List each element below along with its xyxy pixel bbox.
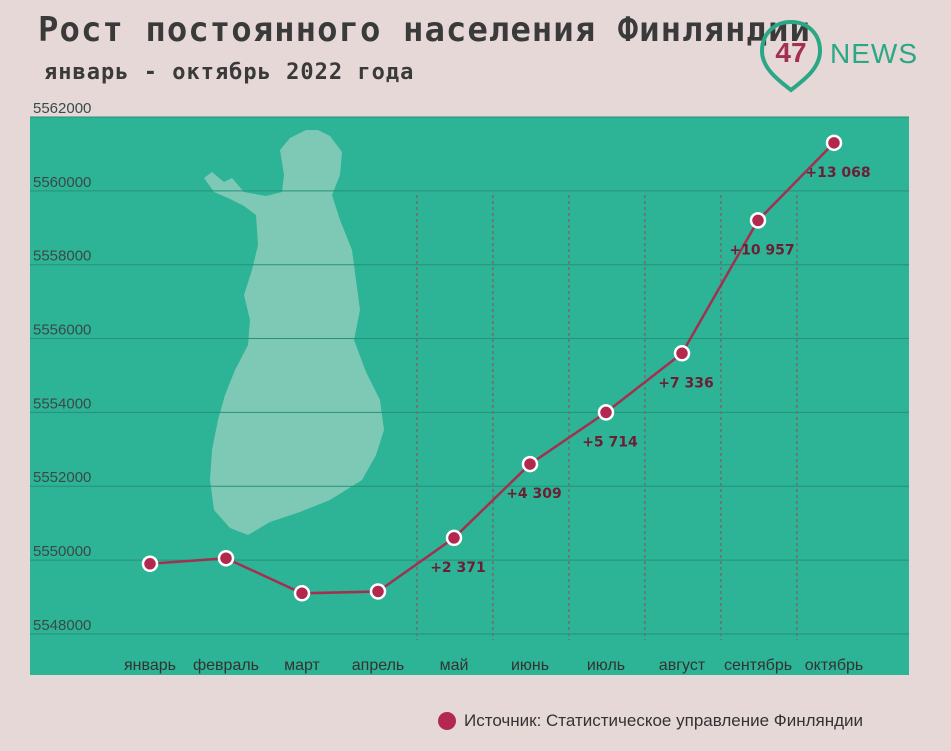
data-point [749,212,767,229]
x-tick-label: апрель [352,657,405,674]
y-tick-label: 5560000 [33,174,91,191]
data-label: +7 336 [658,375,714,391]
x-tick-label: октябрь [805,657,863,674]
x-tick-label: сентябрь [724,657,792,674]
data-point [293,585,311,602]
source-dot-icon [438,712,456,730]
chart-subtitle: январь - октябрь 2022 года [44,60,415,85]
chart-title: Рост постоянного населения Финляндии [38,10,811,50]
x-tick-label: май [440,657,469,674]
data-label: +10 957 [729,242,794,258]
source-text: Источник: Статистическое управление Финл… [464,711,864,730]
data-point [369,583,387,600]
x-tick-label: август [659,657,706,674]
x-tick-label: январь [124,657,176,674]
data-point [445,529,463,547]
x-tick-label: июль [587,657,625,674]
data-label: +13 068 [805,165,870,181]
plot-area [30,117,909,675]
data-point [825,134,843,152]
logo-number: 47 [775,37,806,68]
y-tick-label: 5550000 [33,543,91,560]
x-tick-label: июнь [511,657,549,674]
source-note: Источник: Статистическое управление Финл… [438,711,863,731]
x-tick-label: февраль [193,657,259,674]
data-point [141,555,159,573]
line-chart: 5548000 5550000 5552000 5554000 5556000 55580… [30,100,909,675]
y-tick-label: 5556000 [33,322,91,339]
x-tick-label: март [284,657,320,674]
news-logo: 47 NEWS [756,18,931,94]
data-label: +5 714 [582,434,638,450]
data-point [597,404,615,421]
y-tick-label: 5552000 [33,469,91,486]
data-point [673,345,691,362]
data-point [521,455,539,473]
data-label: +4 309 [506,486,562,502]
y-tick-label: 5558000 [33,248,91,265]
logo-pin-icon: 47 [759,19,823,93]
series-line [149,141,835,595]
data-label: +2 371 [430,560,486,576]
y-tick-label: 5562000 [33,100,91,117]
data-point [217,549,235,567]
finland-map [204,130,384,535]
y-tick-label: 5554000 [33,395,91,412]
logo-text: NEWS [830,38,918,69]
y-tick-label: 5548000 [33,617,91,634]
